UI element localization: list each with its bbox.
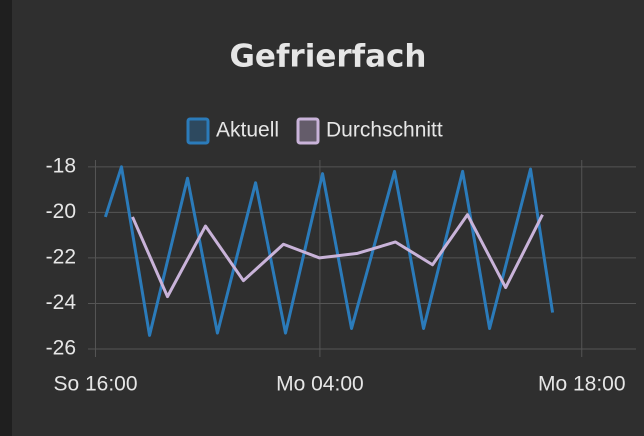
x-tick-label: Mo 04:00 (276, 373, 364, 396)
legend-swatch (296, 117, 320, 145)
x-tick-label: Mo 18:00 (538, 373, 626, 396)
legend-swatch (186, 117, 210, 145)
y-tick-label: -22 (46, 245, 76, 268)
series-line (131, 213, 544, 299)
chart-title: Gefrierfach (229, 39, 426, 75)
y-tick-label: -20 (46, 200, 76, 223)
legend-label: Aktuell (216, 119, 279, 142)
y-tick-label: -24 (46, 291, 77, 314)
x-tick-label: So 16:00 (53, 373, 137, 396)
y-tick-label: -18 (46, 154, 76, 177)
y-tick-label: -26 (46, 337, 76, 360)
legend-label: Durchschnitt (326, 119, 443, 142)
